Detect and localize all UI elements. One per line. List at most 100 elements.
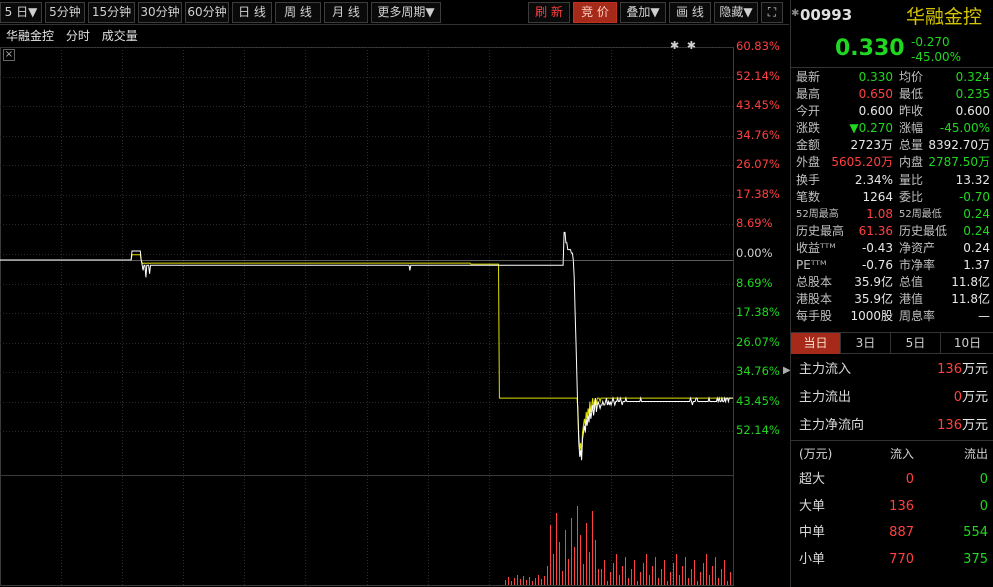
auction-button[interactable]: 竞 价 [573,2,617,23]
volume-bar [535,578,536,585]
volume-bar [676,554,677,585]
quote-label: 52周最高 [796,208,839,220]
percent-tick-label: 17.38% [736,186,780,201]
flow-value: 0万元 [954,384,988,412]
quote-value: 1264 [862,189,893,204]
tab-5day[interactable]: 5日 [891,333,941,354]
period-5min-button[interactable]: 5分钟 [45,2,85,23]
quote-value: 8392.70万 [928,138,990,153]
quote-value: 0.235 [955,87,990,102]
chart-grid [0,47,734,586]
volume-bar [661,569,662,585]
quote-label: 净资产 [899,240,936,255]
percent-tick-label: 60.83% [736,39,780,53]
volume-bar [520,579,521,585]
stock-change: -0.270 -45.00% [911,35,961,65]
quote-label: 今开 [796,104,821,119]
percent-tick-label: 17.38% [736,305,780,320]
volume-bar [604,560,605,585]
flow-number: 136 [937,418,962,433]
overlay-button[interactable]: 叠加▼ [620,2,666,23]
period-60min-button[interactable]: 60分钟 [185,2,229,23]
quote-label: 市净率 [899,258,936,273]
volume-bar [670,572,671,585]
tab-10day[interactable]: 10日 [953,336,982,350]
order-outflow: 375 [963,551,988,567]
percent-tick-label: 34.76% [736,127,780,142]
quote-value: 0.600 [858,104,893,119]
quote-label: PEᵀᵀᴹ [796,258,827,273]
intraday-chart[interactable]: 华融金控 分时 成交量 × ✱ ✱ 60.83% 52.14% 43.45% 34.7… [0,25,791,587]
fullscreen-icon[interactable]: ⛶ [761,2,783,23]
quote-row: PEᵀᵀᴹ -0.76 市净率 1.37 [791,257,993,274]
order-inflow: 136 [889,498,914,514]
draw-line-button[interactable]: 画 线 [669,2,711,23]
volume-bar [517,575,518,585]
stock-price: 0.330 [835,36,905,61]
quote-label: 每手股 [796,309,833,324]
volume-bar [727,581,728,585]
volume-bar [724,560,725,585]
volume-bar [637,581,638,585]
flow-value: 136万元 [937,356,988,384]
volume-bar [514,578,515,585]
period-day-button[interactable]: 日 线 [232,2,272,23]
order-size-row: 中单 887 554 [791,520,993,547]
volume-bar [619,575,620,585]
quote-label: 外盘 [796,155,821,170]
quote-panel: ✱ 00993 华融金控 0.330 -0.270 -45.00% 最新 0.33… [790,0,993,587]
order-size-label: 大单 [799,498,826,514]
volume-bar [652,566,653,585]
flow-value: 136万元 [937,412,988,440]
volume-bar [625,557,626,585]
more-periods-button[interactable]: 更多周期▼ [371,2,441,23]
volume-bar [592,511,593,585]
quote-value: 1.37 [963,258,990,273]
quote-row: 最高 0.650 最低 0.235 [791,86,993,103]
tab-today[interactable]: 当日 [791,333,841,354]
period-30min-button[interactable]: 30分钟 [138,2,182,23]
hide-button[interactable]: 隐藏▼ [714,2,758,23]
volume-bar [679,575,680,585]
favorite-icon[interactable]: ✱ [791,8,800,19]
quote-label: 总量 [899,138,924,153]
volume-bar [505,580,506,585]
period-5day-button[interactable]: 5 日▼ [0,2,42,23]
quote-value: 35.9亿 [854,292,893,307]
order-size-label: 中单 [799,525,826,540]
quote-row: 每手股 1000股 周息率 — [791,308,993,325]
close-icon[interactable]: × [3,49,15,61]
chart-stock-name: 华融金控 [6,29,55,43]
volume-bar [601,569,602,585]
chart-title: 华融金控 分时 成交量 [6,27,146,44]
percent-tick-label: 0.00% [736,246,773,260]
order-size-row: 小单 770 375 [791,547,993,574]
volume-bar [655,557,656,585]
volume-bar [529,577,530,585]
order-inflow: 770 [889,551,914,567]
quote-value: 0.650 [858,87,893,102]
quote-label: 委比 [899,189,924,204]
period-15min-button[interactable]: 15分钟 [88,2,135,23]
volume-bar [568,559,569,585]
quote-row: 笔数 1264 委比 -0.70 [791,189,993,206]
quote-value: 2723万 [850,138,893,153]
volume-bar [562,571,563,585]
volume-bar [595,540,596,585]
volume-bar [640,572,641,585]
volume-bar [697,581,698,585]
collapse-panel-icon[interactable]: ▶ [783,365,791,376]
period-week-button[interactable]: 周 线 [275,2,321,23]
volume-bar [673,563,674,585]
tab-3day[interactable]: 3日 [841,333,891,354]
quote-value: 0.324 [955,70,990,84]
volume-bar [544,576,545,585]
period-toolbar: 5 日▼ 5分钟 15分钟 30分钟 60分钟 日 线 周 线 月 线 更多周期… [0,0,789,25]
period-month-button[interactable]: 月 线 [324,2,368,23]
order-size-row: 超大 0 0 [791,467,993,494]
refresh-button[interactable]: 刷 新 [528,2,570,23]
quote-value: 1000股 [850,309,893,324]
quote-value: — [978,309,990,324]
volume-bar [583,564,584,585]
quote-label: 收益ᵀᵀᴹ [796,240,836,255]
